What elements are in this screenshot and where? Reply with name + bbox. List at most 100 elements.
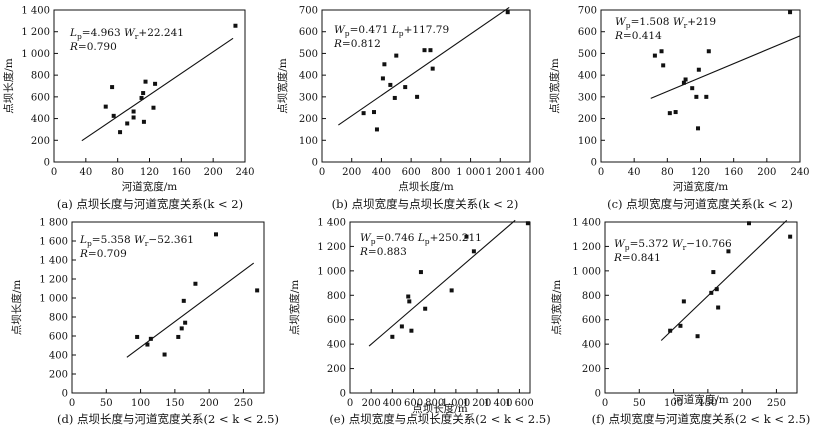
- correlation-r: R=0.883: [359, 246, 407, 258]
- data-point: [361, 111, 366, 116]
- data-point: [110, 85, 115, 90]
- data-point: [696, 67, 701, 72]
- y-tick-label: 1 600: [39, 237, 68, 248]
- y-tick-label: 400: [299, 71, 318, 82]
- correlation-r: R=0.709: [79, 248, 127, 260]
- y-axis-title: 点坝宽度/m: [276, 58, 289, 114]
- y-tick-label: 600: [299, 27, 318, 38]
- x-tick-label: 120: [691, 167, 710, 178]
- data-point: [681, 80, 686, 85]
- data-point: [706, 49, 711, 54]
- y-tick-label: 800: [582, 291, 601, 302]
- data-point: [690, 86, 695, 91]
- data-point: [471, 249, 476, 254]
- chart-panel-d: 0 50 100 150 200 250 0 200 400 600 800 1 000 1 200 1 …: [10, 218, 279, 427]
- chart-panel-f: 0 50 100 150 200 250 0 200 400 600 800 1 000 1 200 1 …: [550, 218, 810, 427]
- x-tick-label: 150: [165, 398, 184, 409]
- y-tick-label: 1 200: [39, 275, 68, 286]
- data-point: [407, 299, 412, 304]
- data-point: [747, 221, 751, 226]
- data-point: [125, 121, 130, 126]
- y-axis-title: 点坝宽度/m: [550, 280, 563, 336]
- x-tick-label: 240: [790, 167, 809, 178]
- x-tick-label: 200: [200, 398, 219, 409]
- plot-frame: [604, 221, 798, 394]
- data-point: [388, 82, 393, 87]
- y-tick-label: 400: [49, 351, 68, 362]
- x-tick-label: 250: [767, 398, 786, 409]
- y-tick-label: 1 800: [39, 218, 68, 229]
- x-tick-label: 160: [724, 167, 743, 178]
- y-tick-label: 1 400: [572, 218, 601, 229]
- data-point: [255, 288, 260, 293]
- data-point: [714, 287, 719, 292]
- data-point: [394, 53, 399, 58]
- data-point: [406, 294, 411, 299]
- data-point: [652, 53, 657, 58]
- data-point: [403, 85, 408, 90]
- y-axis-title: 点坝宽度/m: [288, 280, 301, 336]
- y-tick-label: 600: [327, 315, 346, 326]
- y-tick-label: 100: [578, 136, 597, 147]
- data-point: [668, 328, 673, 333]
- data-point: [141, 91, 146, 96]
- y-tick-label: 200: [299, 114, 318, 125]
- data-point: [788, 10, 793, 15]
- y-tick-label: 700: [578, 6, 597, 17]
- x-tick-label: 80: [111, 167, 124, 178]
- y-axis-title: 点坝长度/m: [10, 280, 23, 336]
- data-point: [103, 104, 108, 109]
- data-point: [382, 62, 387, 67]
- data-point: [390, 334, 395, 339]
- y-tick-label: 1 400: [39, 256, 68, 267]
- data-point: [464, 234, 469, 239]
- data-point: [716, 305, 721, 310]
- data-point: [505, 10, 510, 15]
- x-tick-label: 0: [347, 398, 353, 409]
- x-tick-label: 800: [431, 167, 450, 178]
- regression-line: [650, 35, 801, 99]
- y-tick-label: 300: [299, 92, 318, 103]
- y-tick-label: 600: [49, 332, 68, 343]
- y-tick-label: 1 200: [317, 242, 346, 253]
- y-tick-label: 1 200: [572, 242, 601, 253]
- data-point: [430, 66, 435, 71]
- data-point: [176, 334, 181, 339]
- x-tick-label: 200: [757, 167, 776, 178]
- y-tick-label: 100: [299, 136, 318, 147]
- x-tick-label: 1 200: [486, 167, 515, 178]
- y-tick-label: 0: [44, 158, 50, 169]
- y-tick-label: 300: [578, 92, 597, 103]
- x-tick-label: 120: [140, 167, 159, 178]
- y-axis-title: 点坝宽度/m: [548, 58, 561, 114]
- y-tick-label: 400: [582, 340, 601, 351]
- y-tick-label: 800: [31, 71, 50, 82]
- regression-equation: Wp=5.372 Wr−10.766: [614, 238, 732, 252]
- data-point: [726, 249, 731, 254]
- data-point: [179, 326, 184, 331]
- y-tick-label: 0: [62, 389, 68, 400]
- data-point: [374, 127, 379, 132]
- y-tick-label: 200: [578, 114, 597, 125]
- y-tick-label: 500: [299, 49, 318, 60]
- panel-caption: (f) 点坝宽度与河道宽度关系(2 < k < 2.5): [592, 412, 811, 426]
- x-tick-label: 0: [319, 167, 325, 178]
- y-tick-label: 1 000: [317, 266, 346, 277]
- data-point: [131, 109, 136, 114]
- regression-equation: Lp=4.963 Wr+22.241: [69, 27, 184, 41]
- x-tick-label: 40: [628, 167, 641, 178]
- x-tick-label: 200: [362, 398, 381, 409]
- data-point: [118, 130, 123, 135]
- data-point: [428, 48, 433, 53]
- y-tick-label: 0: [312, 158, 318, 169]
- x-axis-title: 点坝长度/m: [398, 180, 454, 193]
- chart-panel-c: 0 40 80 120 160 200 240 0 100 200 300 400 500 600 700 河…: [548, 6, 810, 212]
- x-tick-label: 100: [131, 398, 150, 409]
- data-point: [525, 221, 530, 226]
- x-tick-label: 600: [404, 398, 423, 409]
- data-point: [659, 49, 664, 54]
- y-tick-label: 1 000: [21, 49, 50, 60]
- x-tick-label: 1 000: [442, 398, 471, 409]
